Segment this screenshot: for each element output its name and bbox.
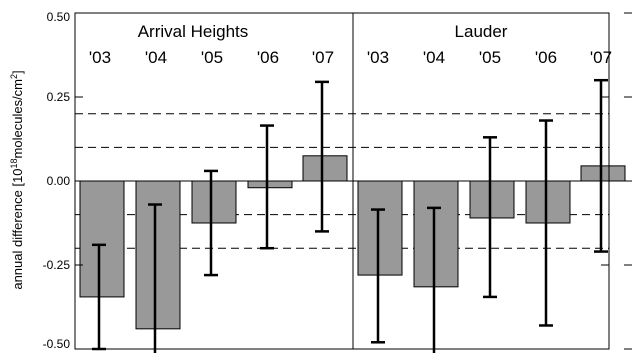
year-label: '05 xyxy=(201,48,223,67)
y-axis-ticks: 0.50 0.25 0.00 -0.25 -0.50 xyxy=(43,10,632,351)
bar xyxy=(413,180,459,288)
y-axis-label-exponent-1: 18 xyxy=(9,158,19,168)
y-axis-label-middle: molecules/cm xyxy=(10,79,25,158)
bar xyxy=(191,180,237,224)
bar xyxy=(525,180,571,224)
y-tick-label: -0.50 xyxy=(43,337,71,351)
year-label: '06 xyxy=(257,48,279,67)
panel-title-lauder: Lauder xyxy=(455,22,508,41)
bar xyxy=(79,180,125,298)
y-tick-label: -0.25 xyxy=(43,258,71,272)
y-axis-label-suffix: ] xyxy=(10,70,25,74)
bar xyxy=(247,180,293,189)
year-label: '04 xyxy=(145,48,167,67)
year-label: '04 xyxy=(423,48,445,67)
year-label: '07 xyxy=(590,48,612,67)
year-label: '05 xyxy=(479,48,501,67)
y-tick-label: 0.25 xyxy=(47,90,71,104)
year-label: '03 xyxy=(89,48,111,67)
bar xyxy=(469,180,515,219)
bar xyxy=(580,165,626,182)
error-bars-group xyxy=(92,78,608,353)
year-label: '03 xyxy=(367,48,389,67)
year-label: '07 xyxy=(312,48,334,67)
y-axis-label-exponent-2: 2 xyxy=(9,74,19,79)
bar xyxy=(357,180,403,276)
chart-labels: Arrival Heights '03 '04 '05 '06 '07 Lauder '03 '… xyxy=(89,22,612,67)
bar xyxy=(135,180,181,330)
y-tick-label: 0.50 xyxy=(47,10,71,24)
y-axis-label-prefix: annual difference [10 xyxy=(10,168,25,289)
bar xyxy=(302,155,348,182)
panel-title-arrival-heights: Arrival Heights xyxy=(138,22,249,41)
bars-group xyxy=(79,155,626,330)
year-label: '06 xyxy=(535,48,557,67)
y-tick-label: 0.00 xyxy=(47,174,71,188)
y-axis-label: annual difference [1018molecules/cm2] xyxy=(9,70,25,289)
